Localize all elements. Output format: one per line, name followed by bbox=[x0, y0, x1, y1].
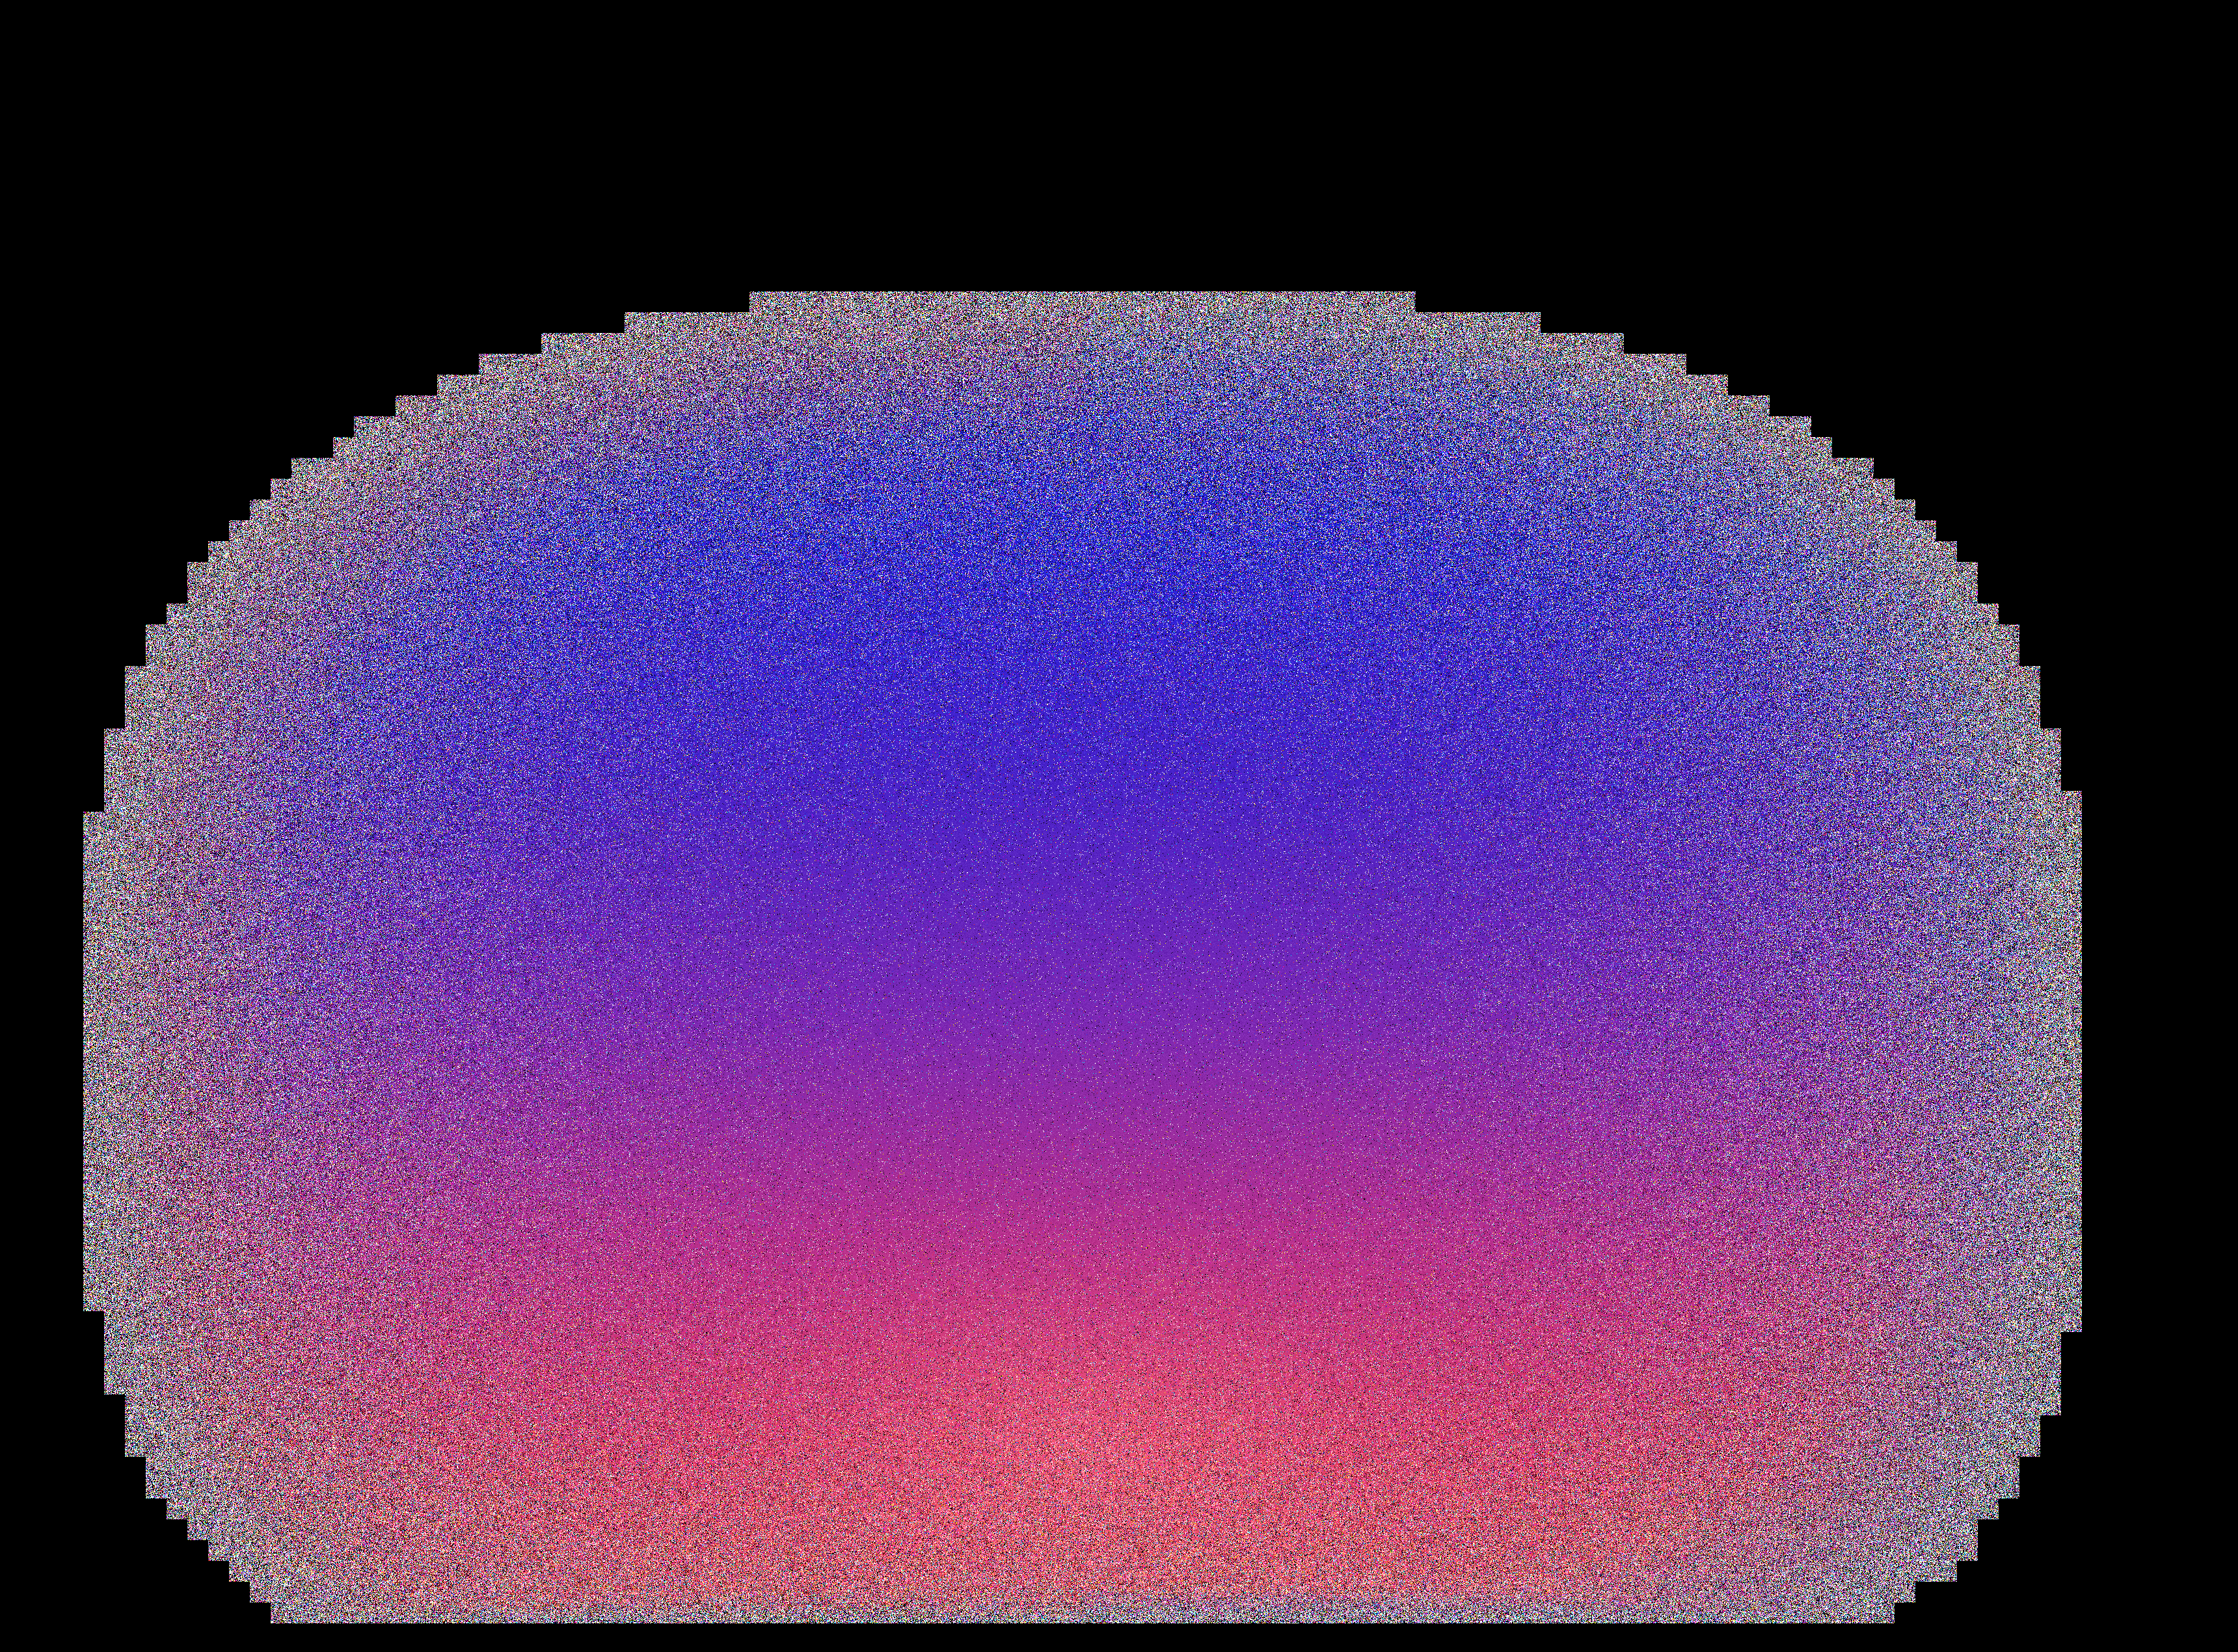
generative-artwork-canvas bbox=[0, 0, 2238, 1652]
